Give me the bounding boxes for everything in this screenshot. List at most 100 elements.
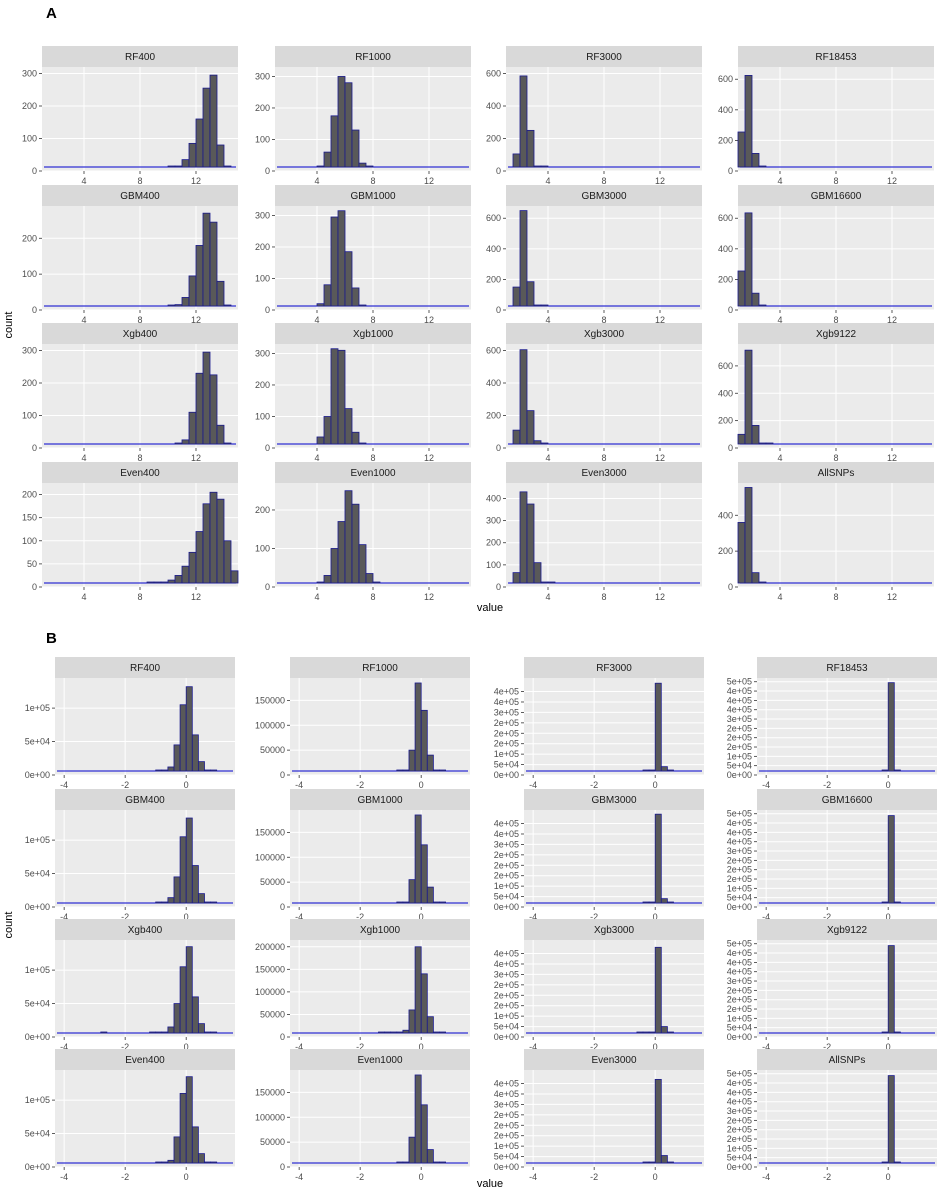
y-tick-label: 1e+05 (727, 1143, 752, 1153)
facet-rf1000: RF1000 0 100 200 300 4 8 12 (255, 46, 471, 186)
plot-background (290, 940, 470, 1037)
x-tick-label: 8 (833, 592, 838, 602)
histogram-bar (765, 442, 774, 445)
facet-strip (42, 185, 238, 206)
y-tick-label: 200 (486, 274, 501, 284)
x-tick-label: 8 (833, 176, 838, 186)
histogram-bar (526, 503, 535, 584)
histogram-bar (439, 769, 446, 772)
y-tick-label: 5e+04 (727, 1023, 752, 1033)
histogram-bar (216, 498, 225, 584)
x-tick-label: 0 (184, 780, 189, 790)
histogram-bar (512, 153, 521, 168)
histogram-bar (337, 349, 346, 445)
facet-xgb9122: Xgb91220e+005e+041e+052e+052e+052e+053e+… (727, 919, 937, 1052)
x-tick-label: -2 (121, 1172, 129, 1182)
histogram-bar (358, 442, 367, 445)
facet-strip (524, 789, 704, 810)
y-tick-label: 400 (486, 378, 501, 388)
x-tick-label: -4 (295, 780, 303, 790)
histogram-bar (758, 165, 767, 168)
y-tick-label: 4e+05 (494, 959, 519, 969)
histogram-bar (167, 1026, 175, 1034)
y-tick-label: 5e+04 (494, 1152, 519, 1162)
plot-background (55, 678, 235, 775)
y-tick-label: 400 (486, 493, 501, 503)
x-tick-label: 0 (886, 912, 891, 922)
histogram-bar (167, 304, 176, 307)
facet-title: GBM16600 (822, 795, 873, 806)
facet-even3000: Even3000 0 100 200 300 400 4 8 12 (486, 462, 702, 602)
histogram-bar (414, 814, 422, 904)
histogram-bar (179, 1093, 187, 1164)
y-tick-label: 50000 (260, 1009, 285, 1019)
x-tick-label: 8 (137, 176, 142, 186)
facet-xgb1000: Xgb1000 0 50000 100000 150000 200000 -4 -2 0 (255, 919, 470, 1052)
histogram-bar (173, 1003, 181, 1034)
y-tick-label: 2e+05 (727, 1125, 752, 1135)
y-tick-label: 4e+05 (727, 967, 752, 977)
histogram-bar (402, 1029, 410, 1034)
x-tick-label: -2 (823, 1172, 831, 1182)
facet-title: RF18453 (826, 663, 868, 674)
y-tick-label: 0 (496, 582, 501, 592)
facet-gbm16600: GBM166000e+005e+041e+052e+052e+052e+053e… (727, 789, 937, 922)
facet-title: RF400 (130, 663, 160, 674)
facet-strip (757, 657, 937, 678)
y-tick-label: 0 (280, 902, 285, 912)
histogram-bar (167, 1159, 175, 1164)
y-tick-label: 2e+05 (494, 728, 519, 738)
facet-even400: Even400 0e+00 5e+04 1e+05 -4 -2 0 (25, 1049, 235, 1182)
facet-title: GBM1000 (357, 795, 402, 806)
facet-strip (738, 46, 934, 67)
histogram-bar (432, 769, 440, 772)
x-tick-label: 12 (191, 315, 201, 325)
x-tick-label: -4 (529, 912, 537, 922)
histogram-bar (191, 996, 199, 1034)
histogram-bar (167, 165, 176, 168)
x-axis-title-b: value (477, 1178, 503, 1190)
x-tick-label: 0 (886, 1172, 891, 1182)
histogram-bar (204, 1031, 211, 1034)
histogram-bar (408, 1136, 416, 1164)
x-tick-label: -4 (762, 1042, 770, 1052)
histogram-bar (642, 901, 650, 904)
facet-strip (42, 462, 238, 483)
facet-gbm3000: GBM3000 0 200 400 600 4 8 12 (486, 185, 702, 325)
histogram-bar (161, 901, 169, 904)
histogram-bar (216, 280, 225, 307)
y-tick-label: 1e+05 (727, 1013, 752, 1023)
x-tick-label: -4 (295, 912, 303, 922)
histogram-bar (408, 879, 416, 904)
plot-background (55, 810, 235, 907)
histogram-bar (179, 966, 187, 1034)
y-tick-label: 0e+00 (25, 770, 50, 780)
y-tick-label: 50 (27, 559, 37, 569)
histogram-bar (547, 581, 556, 584)
histogram-bar (174, 575, 183, 584)
x-tick-label: 0 (184, 1172, 189, 1182)
x-tick-label: 0 (653, 1172, 658, 1182)
histogram-bar (512, 286, 521, 307)
histogram-bar (540, 442, 549, 445)
histogram-bar (737, 433, 746, 445)
plot-background (55, 940, 235, 1037)
histogram-bar (636, 1031, 644, 1034)
facet-xgb400: Xgb400 0e+00 5e+04 1e+05 -4 -2 0 (25, 919, 235, 1052)
y-axis-title-a: count (3, 312, 15, 339)
y-tick-label: 4e+05 (494, 819, 519, 829)
y-tick-label: 100 (486, 560, 501, 570)
y-tick-label: 4e+05 (727, 686, 752, 696)
facet-title: RF3000 (586, 52, 622, 63)
histogram-bar (209, 221, 218, 307)
histogram-bar (654, 946, 662, 1034)
histogram-bar (161, 769, 169, 772)
histogram-bar (751, 572, 760, 584)
plot-background (55, 1070, 235, 1167)
histogram-bar (195, 118, 204, 168)
y-tick-label: 200 (255, 242, 270, 252)
histogram-bar (660, 898, 668, 904)
facet-strip (738, 323, 934, 344)
histogram-bar (887, 945, 895, 1034)
